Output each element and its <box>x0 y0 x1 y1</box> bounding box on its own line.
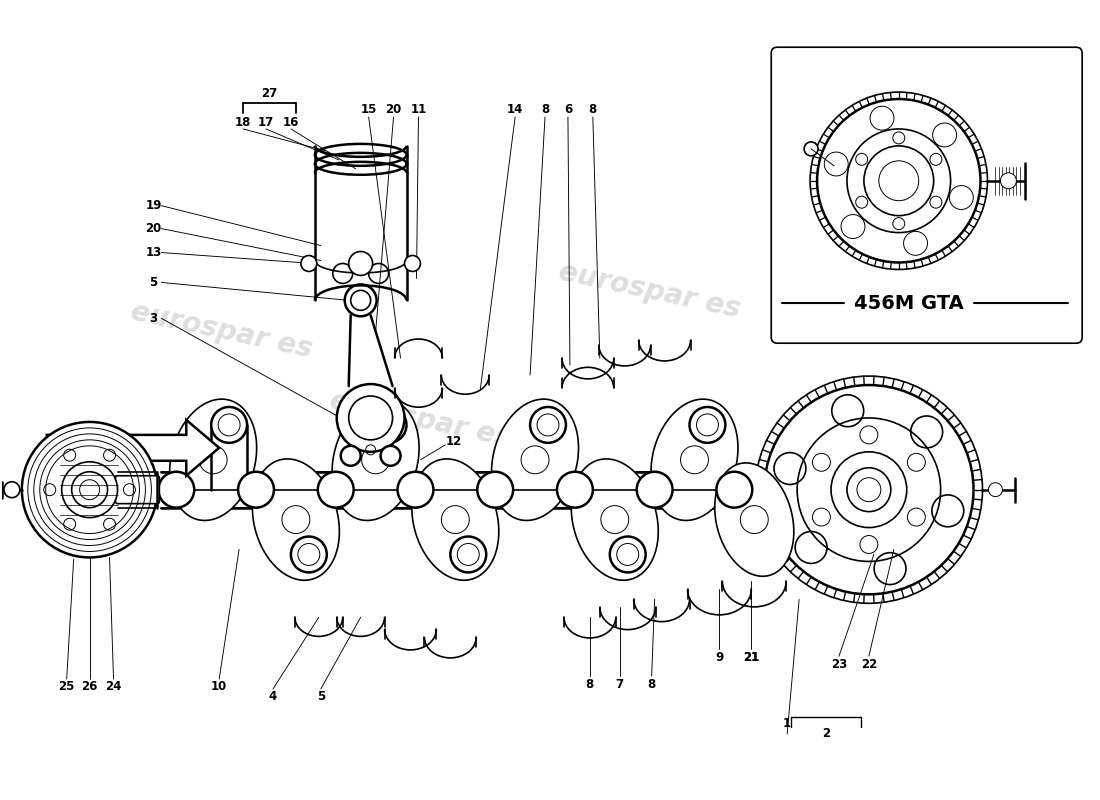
Text: eurospar es: eurospar es <box>128 298 315 363</box>
Text: 22: 22 <box>861 658 877 670</box>
Circle shape <box>690 407 725 443</box>
Text: 22: 22 <box>960 272 977 285</box>
Circle shape <box>22 422 157 558</box>
Circle shape <box>637 472 672 508</box>
Text: 16: 16 <box>283 117 299 130</box>
Text: 7: 7 <box>616 678 624 690</box>
Circle shape <box>301 255 317 271</box>
Text: 8: 8 <box>541 102 549 115</box>
Polygon shape <box>492 399 579 521</box>
Text: eurospar es: eurospar es <box>557 258 744 323</box>
Polygon shape <box>169 399 256 521</box>
Text: 23: 23 <box>830 658 847 670</box>
Text: eurospar es: eurospar es <box>327 387 514 453</box>
Text: 12: 12 <box>446 435 462 448</box>
Circle shape <box>337 384 405 452</box>
Text: 13: 13 <box>145 246 162 259</box>
Circle shape <box>817 99 980 262</box>
Text: 14: 14 <box>507 102 524 115</box>
Text: 21: 21 <box>839 272 855 285</box>
Circle shape <box>716 472 752 508</box>
Circle shape <box>238 472 274 508</box>
Polygon shape <box>651 399 738 521</box>
Polygon shape <box>411 459 498 580</box>
Text: 11: 11 <box>410 102 427 115</box>
Text: 20: 20 <box>385 102 402 115</box>
Text: 21: 21 <box>744 650 759 664</box>
Circle shape <box>989 482 1002 497</box>
Circle shape <box>847 468 891 512</box>
Circle shape <box>290 537 327 572</box>
Circle shape <box>381 446 400 466</box>
Text: 5: 5 <box>317 690 324 703</box>
FancyBboxPatch shape <box>116 476 160 504</box>
Circle shape <box>4 482 20 498</box>
Text: 8: 8 <box>585 678 594 690</box>
Circle shape <box>318 472 354 508</box>
Circle shape <box>804 142 818 156</box>
Circle shape <box>72 472 108 508</box>
Circle shape <box>211 407 248 443</box>
FancyBboxPatch shape <box>771 47 1082 343</box>
Text: 20: 20 <box>145 222 162 235</box>
Circle shape <box>349 251 373 275</box>
Circle shape <box>405 255 420 271</box>
Text: 6: 6 <box>564 102 572 115</box>
Polygon shape <box>715 463 794 576</box>
Circle shape <box>477 472 513 508</box>
Text: 15: 15 <box>361 102 377 115</box>
Circle shape <box>1000 173 1016 189</box>
Polygon shape <box>252 459 340 580</box>
Text: 24: 24 <box>106 681 122 694</box>
Text: 456M GTA: 456M GTA <box>854 294 964 313</box>
Circle shape <box>341 446 361 466</box>
Circle shape <box>530 407 565 443</box>
Text: 17: 17 <box>257 117 274 130</box>
Text: 25: 25 <box>58 681 75 694</box>
Text: 2: 2 <box>822 727 830 740</box>
Text: 5: 5 <box>150 276 157 289</box>
Text: 9: 9 <box>715 650 724 664</box>
Text: 3: 3 <box>150 312 157 325</box>
Text: 19: 19 <box>145 199 162 212</box>
Text: 28: 28 <box>811 166 827 179</box>
Polygon shape <box>571 459 658 580</box>
Text: 18: 18 <box>235 117 251 130</box>
Text: 1: 1 <box>783 718 791 730</box>
Circle shape <box>557 472 593 508</box>
Text: 27: 27 <box>261 86 277 99</box>
Text: 21: 21 <box>744 650 759 664</box>
Circle shape <box>609 537 646 572</box>
Text: 26: 26 <box>81 681 98 694</box>
Circle shape <box>830 452 906 527</box>
Circle shape <box>62 462 118 518</box>
Text: 8: 8 <box>588 102 597 115</box>
Text: 4: 4 <box>268 690 277 703</box>
Polygon shape <box>47 420 219 476</box>
Text: 10: 10 <box>211 681 228 694</box>
Text: 8: 8 <box>648 678 656 690</box>
Circle shape <box>158 472 195 508</box>
Circle shape <box>397 472 433 508</box>
Circle shape <box>450 537 486 572</box>
Circle shape <box>371 407 407 443</box>
Polygon shape <box>332 399 419 521</box>
Circle shape <box>344 285 376 316</box>
Circle shape <box>864 146 934 216</box>
Circle shape <box>764 385 974 594</box>
